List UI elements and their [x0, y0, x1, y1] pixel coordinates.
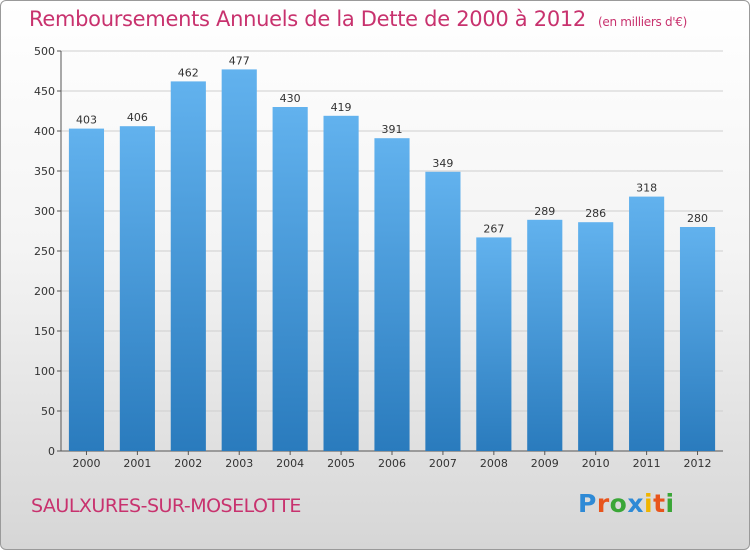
- x-tick-label: 2004: [276, 457, 304, 470]
- y-tick-label: 500: [34, 45, 55, 58]
- x-tick-label: 2008: [480, 457, 508, 470]
- bar: [679, 227, 716, 451]
- y-tick-label: 200: [34, 285, 55, 298]
- y-tick-label: 0: [48, 445, 55, 458]
- chart-title-text: Remboursements Annuels de la Dette de 20…: [29, 7, 586, 31]
- y-tick-label: 250: [34, 245, 55, 258]
- bar: [221, 69, 257, 452]
- logo-letter: t: [653, 489, 666, 518]
- bar: [578, 222, 614, 451]
- chart-unit: (en milliers d'€): [598, 15, 688, 29]
- bar-value-label: 289: [534, 205, 555, 218]
- bar: [425, 171, 461, 452]
- logo-letter: o: [609, 489, 628, 518]
- labels: 0 50 100 150 200 250 300 350 400 450 500 403 2000 406…: [34, 45, 712, 470]
- bar: [476, 237, 512, 451]
- y-tick-label: 450: [34, 85, 55, 98]
- y-tick-label: 150: [34, 325, 55, 338]
- logo-letter: i: [665, 489, 675, 518]
- x-tick-label: 2002: [174, 457, 202, 470]
- x-tick-label: 2003: [225, 457, 253, 470]
- x-tick-label: 2010: [582, 457, 610, 470]
- bar-value-label: 406: [127, 111, 148, 124]
- bar-value-label: 391: [382, 123, 403, 136]
- bar-value-label: 280: [687, 212, 708, 225]
- bar-value-label: 286: [585, 207, 606, 220]
- x-tick-label: 2011: [633, 457, 661, 470]
- logo-letter: r: [596, 489, 610, 518]
- bar-value-label: 430: [280, 92, 301, 105]
- y-tick-label: 100: [34, 365, 55, 378]
- y-tick-label: 50: [41, 405, 55, 418]
- y-tick-label: 300: [34, 205, 55, 218]
- bar-value-label: 419: [331, 101, 352, 114]
- bar-value-label: 462: [178, 66, 199, 79]
- proxiti-logo[interactable]: Proxiti: [578, 489, 675, 518]
- bar: [170, 81, 206, 452]
- x-tick-label: 2001: [123, 457, 151, 470]
- x-tick-label: 2006: [378, 457, 406, 470]
- bar-value-label: 318: [636, 182, 657, 195]
- logo-letter: x: [627, 489, 644, 518]
- logo-letter: P: [578, 489, 597, 518]
- chart-title: Remboursements Annuels de la Dette de 20…: [29, 7, 687, 31]
- bar: [629, 196, 665, 451]
- y-tick-label: 350: [34, 165, 55, 178]
- bar: [374, 138, 410, 451]
- x-tick-label: 2005: [327, 457, 355, 470]
- bar: [68, 128, 105, 451]
- bar-value-label: 403: [76, 114, 97, 127]
- y-tick-label: 400: [34, 125, 55, 138]
- city-name: SAULXURES-SUR-MOSELOTTE: [31, 495, 301, 517]
- bar-value-label: 267: [483, 222, 504, 235]
- bars: [68, 69, 716, 452]
- bar: [323, 115, 359, 452]
- bar-value-label: 349: [432, 157, 453, 170]
- bar-value-label: 477: [229, 54, 250, 67]
- x-tick-label: 2012: [684, 457, 712, 470]
- x-tick-label: 2009: [531, 457, 559, 470]
- logo-letter: i: [644, 489, 654, 518]
- x-tick-label: 2007: [429, 457, 457, 470]
- bar: [272, 107, 308, 451]
- bar: [527, 219, 563, 451]
- x-tick-label: 2000: [72, 457, 100, 470]
- bar: [119, 126, 155, 451]
